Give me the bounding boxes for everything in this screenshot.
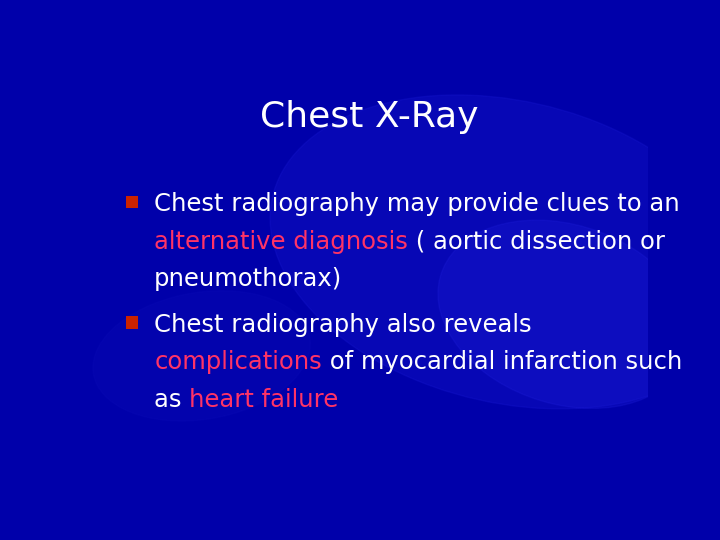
Text: Chest X-Ray: Chest X-Ray [260, 100, 478, 134]
Text: heart failure: heart failure [189, 388, 338, 411]
Text: alternative diagnosis: alternative diagnosis [154, 230, 408, 253]
Text: complications: complications [154, 350, 322, 374]
Text: Chest radiography may provide clues to an: Chest radiography may provide clues to a… [154, 192, 680, 216]
FancyBboxPatch shape [126, 316, 138, 329]
Text: Chest radiography also reveals: Chest radiography also reveals [154, 313, 532, 336]
Ellipse shape [93, 291, 310, 421]
Text: of myocardial infarction such: of myocardial infarction such [322, 350, 682, 374]
Text: ( aortic dissection or: ( aortic dissection or [408, 230, 665, 253]
Ellipse shape [270, 95, 720, 409]
Text: as: as [154, 388, 189, 411]
Ellipse shape [438, 220, 690, 408]
FancyBboxPatch shape [126, 196, 138, 208]
Text: pneumothorax): pneumothorax) [154, 267, 343, 291]
